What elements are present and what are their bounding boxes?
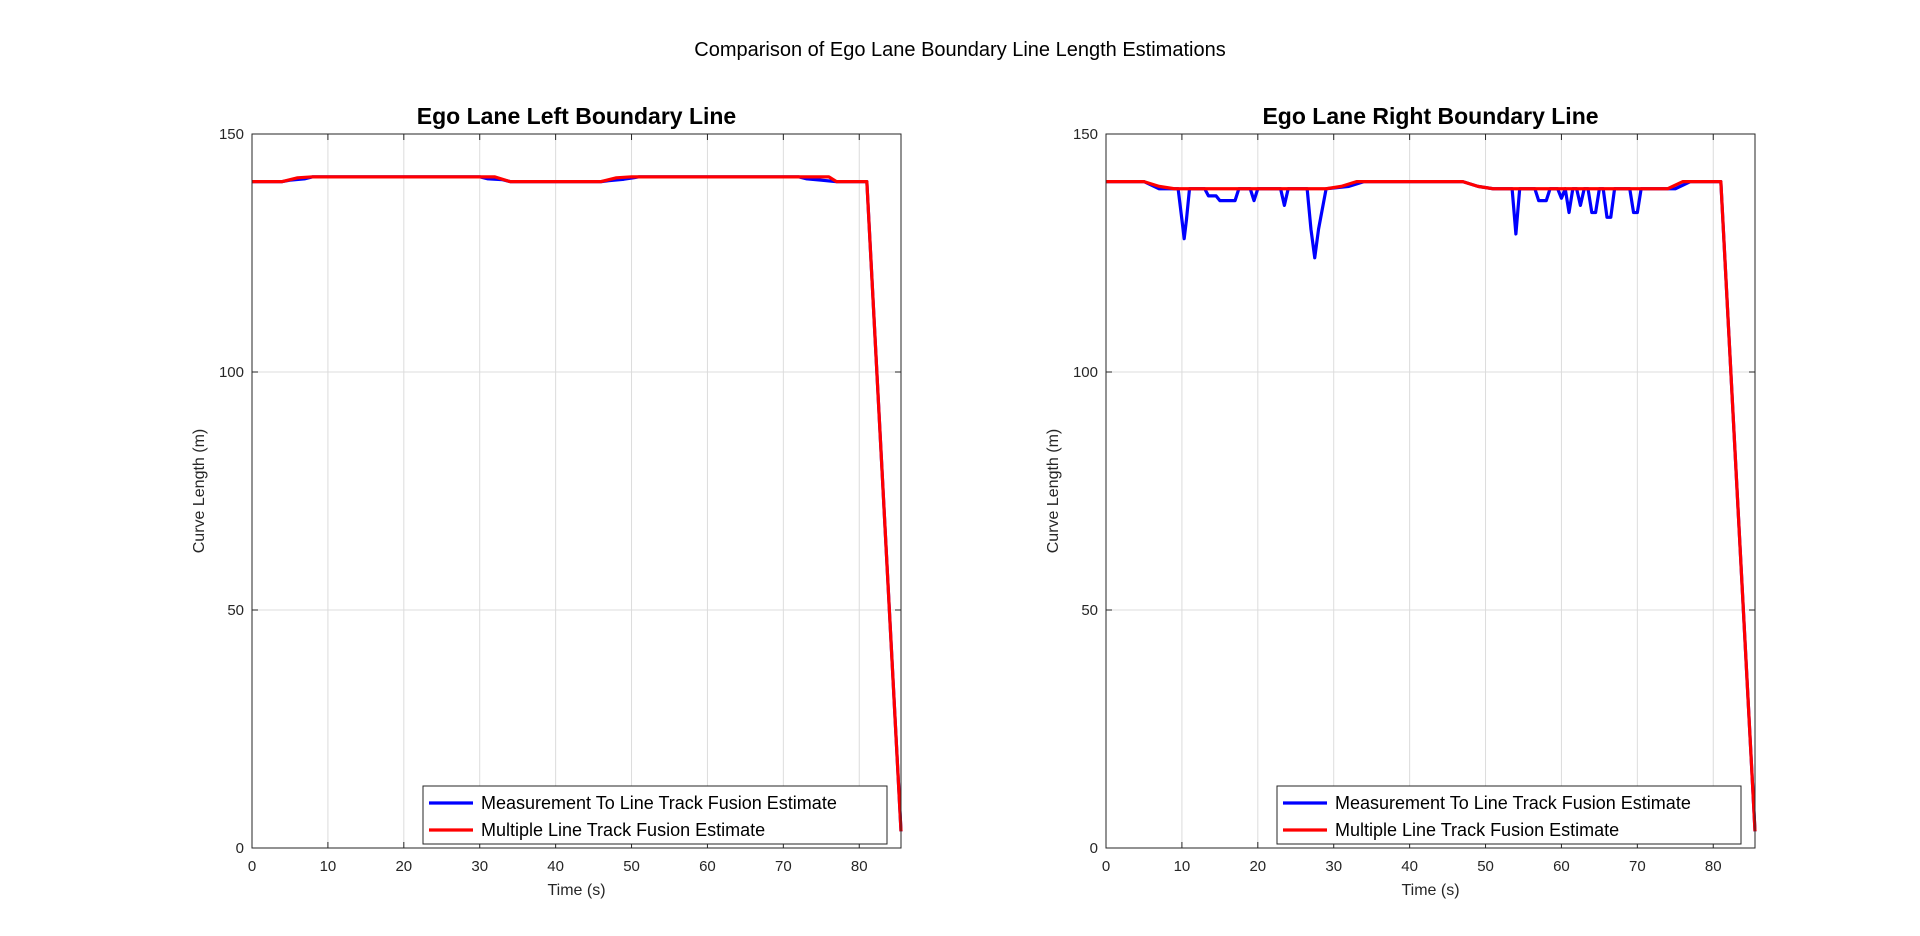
x-tick-label: 40 xyxy=(547,858,564,875)
y-tick-label: 150 xyxy=(1073,126,1098,143)
legend-entry: Measurement To Line Track Fusion Estimat… xyxy=(481,793,837,813)
y-tick-label: 0 xyxy=(236,840,244,857)
subplot-title: Ego Lane Left Boundary Line xyxy=(417,103,736,129)
x-axis-label: Time (s) xyxy=(1401,882,1459,899)
legend-entry: Measurement To Line Track Fusion Estimat… xyxy=(1335,793,1691,813)
x-tick-label: 50 xyxy=(623,858,640,875)
x-tick-label: 20 xyxy=(1249,858,1266,875)
y-tick-label: 100 xyxy=(219,364,244,381)
x-tick-label: 60 xyxy=(699,858,716,875)
series-line-measurement xyxy=(1106,180,1757,832)
subplot-title: Ego Lane Right Boundary Line xyxy=(1262,103,1598,129)
legend-entry: Multiple Line Track Fusion Estimate xyxy=(481,820,765,840)
y-axis-label: Curve Length (m) xyxy=(191,429,208,554)
x-tick-label: 50 xyxy=(1477,858,1494,875)
subplot-1: 0 10 20 30 40 50 60 70 80 0 50 100 150 Ego Lane Left … xyxy=(191,103,903,899)
axes-box xyxy=(1105,133,1756,849)
legend-box xyxy=(422,785,888,845)
subplot-2: 0 10 20 30 40 50 60 70 80 0 50 100 150 Ego Lane Right… xyxy=(1045,103,1757,899)
x-tick-label: 80 xyxy=(1705,858,1722,875)
y-tick-label: 0 xyxy=(1090,840,1098,857)
legend-entry: Multiple Line Track Fusion Estimate xyxy=(1335,820,1619,840)
x-tick-label: 10 xyxy=(320,858,337,875)
series-line-multiple xyxy=(252,175,903,832)
y-tick-label: 100 xyxy=(1073,364,1098,381)
x-tick-label: 0 xyxy=(248,858,256,875)
x-axis-label: Time (s) xyxy=(547,882,605,899)
y-axis-label: Curve Length (m) xyxy=(1045,429,1062,554)
legend: Measurement To Line Track Fusion Estimat… xyxy=(422,785,888,845)
plot-area xyxy=(252,134,901,848)
y-tick-label: 50 xyxy=(1081,602,1098,619)
series-group xyxy=(1106,180,1757,832)
legend: Measurement To Line Track Fusion Estimat… xyxy=(1276,785,1742,845)
x-tick-label: 0 xyxy=(1102,858,1110,875)
plot-area xyxy=(1106,134,1755,848)
legend-box xyxy=(1276,785,1742,845)
x-tick-label: 70 xyxy=(775,858,792,875)
series-group xyxy=(252,175,903,832)
x-tick-label: 30 xyxy=(1325,858,1342,875)
x-tick-label: 40 xyxy=(1401,858,1418,875)
y-tick-label: 50 xyxy=(227,602,244,619)
x-tick-label: 20 xyxy=(395,858,412,875)
axes-box xyxy=(251,133,902,849)
y-tick-label: 150 xyxy=(219,126,244,143)
x-tick-label: 70 xyxy=(1629,858,1646,875)
x-tick-label: 10 xyxy=(1174,858,1191,875)
figure-title: Comparison of Ego Lane Boundary Line Len… xyxy=(694,39,1225,61)
x-tick-label: 30 xyxy=(471,858,488,875)
x-tick-label: 80 xyxy=(851,858,868,875)
series-line-multiple xyxy=(1106,180,1757,832)
x-tick-label: 60 xyxy=(1553,858,1570,875)
